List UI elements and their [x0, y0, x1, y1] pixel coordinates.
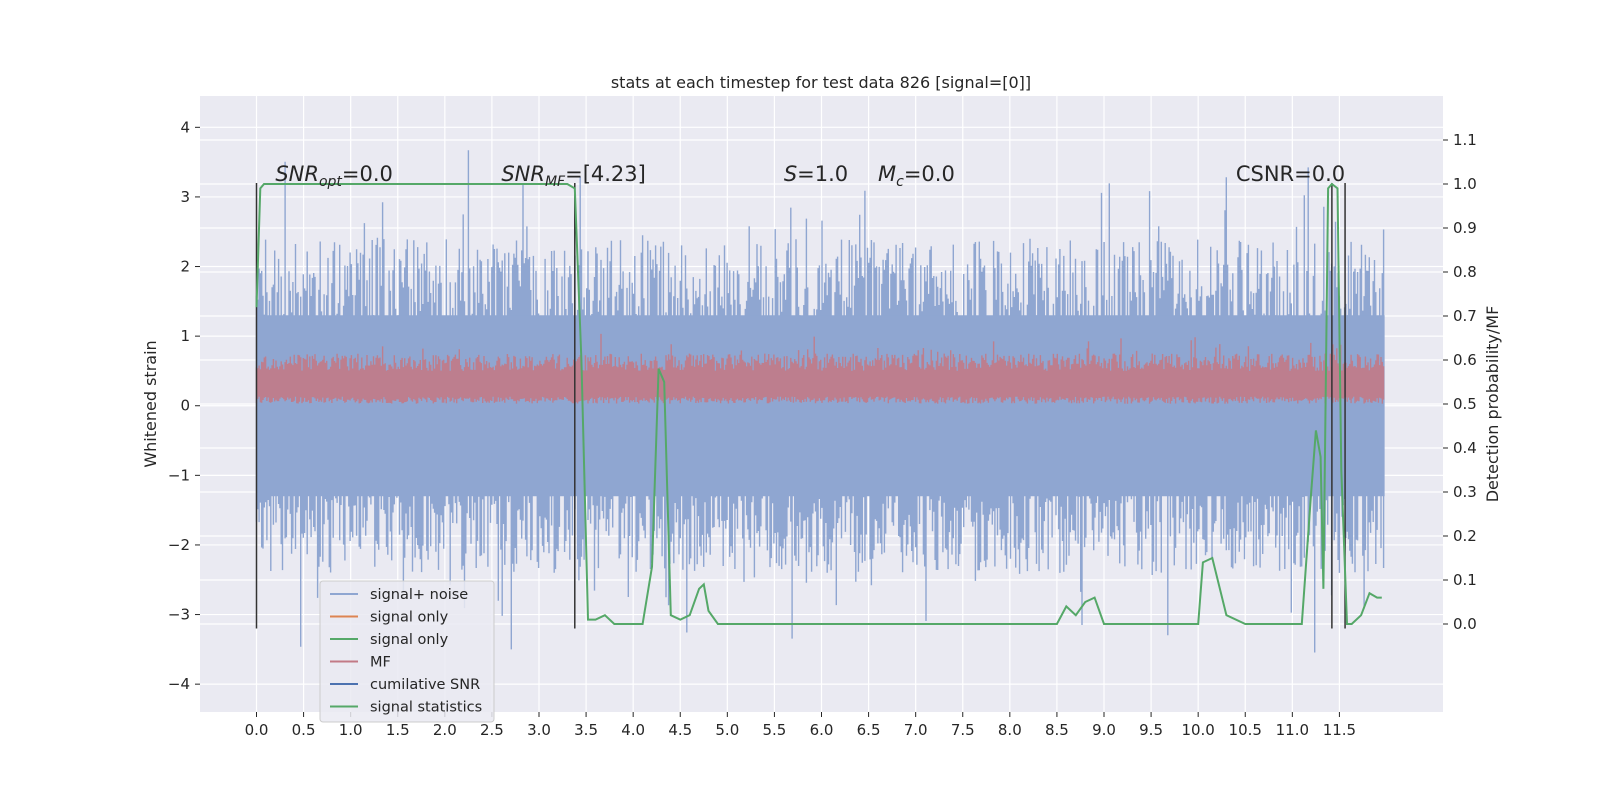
annotation-4: CSNR=0.0 — [1236, 162, 1345, 186]
x-tick-label-18: 9.0 — [1092, 721, 1116, 739]
signal-statistics-line — [255, 182, 1382, 625]
x-tick-label-4: 2.0 — [433, 721, 457, 739]
annotations: SNRopt=0.0 SNRMF=[4.23] S=1.0 Mc=0.0 CSNR=0.… — [275, 162, 1345, 190]
legend-label-1: signal only — [370, 610, 449, 626]
y-tick-label-4: 0 — [180, 397, 190, 415]
y-right-axis-ticks: 1.1 1.0 0.9 0.8 0.7 0.6 0.5 0.4 0.3 0.2 0.1 0.0 — [1443, 131, 1477, 633]
y-tick-label-7: −3 — [168, 606, 190, 624]
x-tick-label-8: 4.0 — [621, 721, 645, 739]
yr-tick-label-5: 0.6 — [1453, 351, 1477, 369]
x-tick-label-13: 6.5 — [857, 721, 881, 739]
yr-tick-label-0: 1.1 — [1453, 131, 1477, 149]
y-tick-label-0: 4 — [180, 118, 190, 136]
y-axis-label: Whitened strain — [141, 340, 160, 467]
signal-noise-core — [256, 315, 1385, 497]
annotation-3: Mc=0.0 — [878, 162, 955, 190]
x-tick-label-0: 0.0 — [245, 721, 269, 739]
detection-markers — [255, 183, 1346, 629]
yr-tick-label-9: 0.2 — [1453, 527, 1477, 545]
yr-tick-label-10: 0.1 — [1453, 571, 1477, 589]
x-tick-label-17: 8.5 — [1045, 721, 1069, 739]
signal-noise-series — [255, 150, 1385, 653]
y-axis-ticks: 4 3 2 1 0 −1 −2 −3 −4 — [168, 118, 200, 693]
x-tick-label-14: 7.0 — [904, 721, 928, 739]
yr-tick-label-8: 0.3 — [1453, 483, 1477, 501]
annotation-1: SNRMF=[4.23] — [501, 162, 646, 190]
legend-label-5: signal statistics — [370, 700, 482, 716]
x-tick-label-10: 5.0 — [715, 721, 739, 739]
x-tick-label-12: 6.0 — [810, 721, 834, 739]
x-tick-label-9: 4.5 — [668, 721, 692, 739]
x-tick-label-2: 1.0 — [339, 721, 363, 739]
x-tick-label-16: 8.0 — [998, 721, 1022, 739]
yr-tick-label-6: 0.5 — [1453, 395, 1477, 413]
x-tick-label-3: 1.5 — [386, 721, 410, 739]
y-tick-label-6: −2 — [168, 536, 190, 554]
x-tick-label-22: 11.0 — [1276, 721, 1309, 739]
y-tick-label-2: 2 — [180, 258, 190, 276]
yr-tick-label-7: 0.4 — [1453, 439, 1477, 457]
yr-tick-label-11: 0.0 — [1453, 615, 1477, 633]
x-tick-label-1: 0.5 — [292, 721, 316, 739]
x-tick-label-19: 9.5 — [1139, 721, 1163, 739]
x-tick-label-21: 10.5 — [1229, 721, 1262, 739]
x-tick-label-11: 5.5 — [762, 721, 786, 739]
yr-tick-label-3: 0.8 — [1453, 263, 1477, 281]
yr-tick-label-1: 1.0 — [1453, 175, 1477, 193]
y-tick-label-8: −4 — [168, 675, 190, 693]
legend: signal+ noise signal only signal only MF cum… — [319, 580, 495, 723]
legend-label-0: signal+ noise — [370, 587, 468, 603]
legend-box — [319, 580, 495, 723]
legend-label-4: cumilative SNR — [370, 677, 480, 693]
y-tick-label-1: 3 — [180, 188, 190, 206]
yr-tick-label-4: 0.7 — [1453, 307, 1477, 325]
x-tick-label-15: 7.5 — [951, 721, 975, 739]
legend-label-2: signal only — [370, 632, 449, 648]
annotation-0: SNRopt=0.0 — [275, 162, 393, 190]
annotation-2: S=1.0 — [784, 162, 848, 186]
yr-tick-label-2: 0.9 — [1453, 219, 1477, 237]
legend-items: signal+ noise signal only signal only MF cum… — [330, 587, 482, 716]
x-tick-label-6: 3.0 — [527, 721, 551, 739]
y-tick-label-5: −1 — [168, 466, 190, 484]
x-tick-label-23: 11.5 — [1323, 721, 1356, 739]
y-tick-label-3: 1 — [180, 327, 190, 345]
y-right-axis-label: Detection probability/MF — [1483, 306, 1502, 503]
x-tick-label-5: 2.5 — [480, 721, 504, 739]
x-tick-label-7: 3.5 — [574, 721, 598, 739]
x-tick-label-20: 10.0 — [1181, 721, 1214, 739]
legend-label-3: MF — [370, 655, 391, 671]
chart-title: stats at each timestep for test data 826… — [611, 73, 1031, 92]
x-axis-ticks: 0.0 0.5 1.0 1.5 2.0 2.5 3.0 3.5 4.0 4.5 5.0 5.5 6.0 6… — [245, 712, 1356, 739]
